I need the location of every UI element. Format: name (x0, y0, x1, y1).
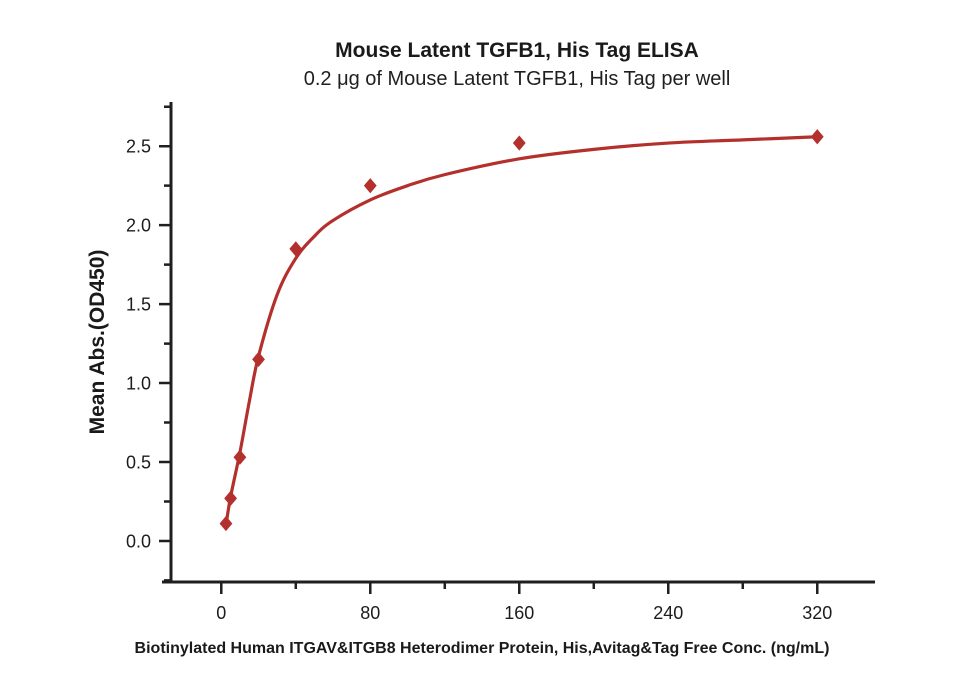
data-point (289, 241, 303, 257)
chart-subtitle: 0.2 μg of Mouse Latent TGFB1, His Tag pe… (304, 68, 731, 90)
fit-curve (224, 135, 819, 527)
x-tick-label: 0 (216, 603, 226, 623)
data-point (219, 515, 233, 532)
axis-lines (162, 102, 875, 584)
data-point (810, 129, 824, 145)
data-point (363, 178, 377, 194)
y-tick-label: 0.0 (126, 531, 151, 551)
y-axis-label: Mean Abs.(OD450) (86, 250, 109, 435)
y-tick-label: 1.5 (126, 295, 151, 315)
x-tick-label: 320 (802, 603, 832, 623)
y-tick-label: 0.5 (126, 453, 151, 473)
data-point (252, 351, 265, 367)
x-tick-label: 160 (504, 603, 534, 623)
data-point (224, 490, 237, 506)
y-tick-label: 2.0 (126, 216, 151, 236)
chart-title: Mouse Latent TGFB1, His Tag ELISA (335, 39, 699, 62)
y-tick-label: 2.5 (126, 137, 151, 157)
data-point (512, 135, 526, 151)
x-tick-label: 80 (360, 603, 380, 623)
x-axis-label: Biotinylated Human ITGAV&ITGB8 Heterodim… (135, 640, 830, 657)
x-tick-label: 240 (653, 603, 683, 623)
data-point (233, 449, 247, 465)
y-tick-label: 1.0 (126, 374, 151, 394)
plot-area: 0 80 160 240 320 0.0 0.5 1.0 1.5 2.0 2.5 (126, 102, 875, 623)
axis-ticks (159, 105, 819, 594)
